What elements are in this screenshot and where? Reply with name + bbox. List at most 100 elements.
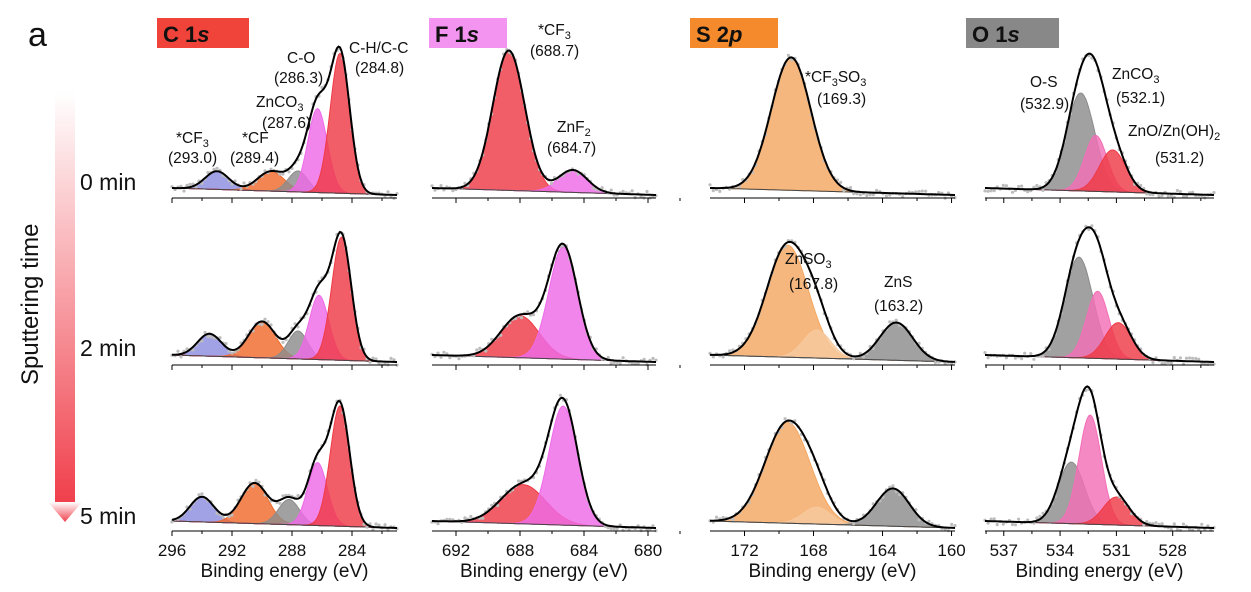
- fitted-envelope: [985, 52, 1214, 196]
- fitted-envelope: [432, 242, 656, 363]
- data-point: [1004, 184, 1009, 188]
- data-point: [865, 193, 869, 198]
- data-point: [1160, 361, 1164, 366]
- data-point: [197, 493, 201, 497]
- data-point: [224, 342, 228, 346]
- x-axis-title: Binding energy (eV): [749, 561, 917, 582]
- data-point: [188, 182, 192, 186]
- panel-f-1s: F 1s 692 688 684 680 Binding energy (eV): [429, 18, 681, 582]
- data-point: [609, 188, 613, 192]
- data-point: [630, 189, 634, 193]
- data-point: [591, 186, 595, 190]
- data-point: [278, 172, 282, 176]
- x-axis-title: Binding energy (eV): [1016, 561, 1184, 582]
- data-point: [1154, 521, 1158, 525]
- data-point: [612, 360, 616, 365]
- spectrum-o-1s-2-min: [983, 224, 1216, 370]
- data-point: [852, 192, 856, 196]
- spectrum-s-2p-5-min: [708, 417, 987, 536]
- peak-label-s-znso3: ZnSO3 (167.8): [785, 251, 838, 293]
- tick-label-172: 172: [730, 541, 758, 560]
- fitted-envelope: [985, 385, 1214, 529]
- data-point: [1184, 194, 1189, 198]
- fitted-envelope: [432, 49, 656, 196]
- data-point: [1172, 356, 1176, 360]
- fitted-envelope: [171, 399, 397, 529]
- data-point: [1197, 357, 1201, 361]
- data-point: [230, 182, 234, 186]
- data-point: [950, 522, 954, 527]
- data-point: [992, 189, 996, 193]
- data-point: [600, 186, 604, 190]
- tick-label-292: 292: [218, 541, 246, 560]
- data-point: [1090, 224, 1094, 228]
- svg-text:*CF3: *CF3: [538, 22, 571, 42]
- data-point: [1041, 511, 1045, 515]
- data-point: [868, 193, 872, 197]
- data-point: [386, 190, 390, 194]
- data-point: [1041, 354, 1045, 358]
- svg-text:(163.2): (163.2): [874, 298, 923, 315]
- panel-header-box: [690, 18, 778, 48]
- data-point: [448, 356, 452, 360]
- data-point: [1041, 188, 1045, 192]
- peak-label-c-ch: C-H/C-C (284.8): [349, 40, 408, 77]
- data-point: [615, 527, 619, 531]
- data-point: [239, 187, 243, 191]
- data-point: [392, 358, 396, 362]
- data-point: [368, 522, 372, 526]
- data-point: [191, 348, 195, 352]
- tick-label-296: 296: [158, 541, 186, 560]
- data-point: [721, 515, 725, 520]
- svg-text:ZnCO3: ZnCO3: [256, 94, 303, 114]
- data-point: [278, 501, 282, 505]
- data-point: [200, 181, 204, 185]
- data-point: [218, 336, 222, 340]
- data-point: [1206, 524, 1210, 528]
- data-point: [215, 166, 219, 170]
- fitted-envelope: [710, 419, 956, 529]
- data-point: [176, 349, 180, 353]
- svg-text:(531.2): (531.2): [1155, 150, 1204, 167]
- data-point: [227, 514, 231, 519]
- baseline: [710, 354, 955, 363]
- data-point: [1206, 362, 1210, 366]
- data-point: [383, 523, 387, 527]
- peak-label-f-cf3: *CF3 (688.7): [530, 22, 579, 60]
- peak-label-o-zno: ZnO/Zn(OH)2 (531.2): [1128, 123, 1220, 167]
- svg-text:(287.6): (287.6): [262, 115, 311, 132]
- data-point: [875, 188, 879, 192]
- data-point: [457, 357, 461, 361]
- peak-label-o-znco3: ZnCO3 (532.1): [1112, 66, 1165, 107]
- svg-text:O-S: O-S: [1030, 74, 1058, 91]
- svg-text:(532.1): (532.1): [1116, 90, 1165, 107]
- arrow-head: [48, 502, 82, 522]
- data-point: [206, 334, 210, 339]
- data-point: [609, 362, 613, 366]
- data-point: [917, 518, 921, 522]
- data-point: [621, 189, 625, 193]
- tick-label-537: 537: [990, 541, 1018, 560]
- data-point: [731, 517, 735, 522]
- data-point: [654, 358, 658, 362]
- svg-text:C-H/C-C: C-H/C-C: [349, 40, 408, 57]
- data-point: [371, 528, 375, 532]
- data-point: [1145, 192, 1149, 196]
- baseline: [710, 520, 955, 529]
- peak-label-s-cf3so3: *CF3SO3 (169.3): [805, 69, 866, 108]
- svg-text:ZnF2: ZnF2: [557, 119, 591, 139]
- time-label-5: 5 min: [80, 503, 136, 529]
- data-point: [891, 484, 895, 488]
- peak-f4a761: [709, 422, 955, 529]
- spectrum-c-1s-0-min: [170, 45, 399, 203]
- baseline: [172, 354, 397, 363]
- svg-text:(167.8): (167.8): [789, 276, 838, 293]
- fitted-envelope: [710, 240, 955, 363]
- spectrum-o-1s-0-min: [983, 52, 1216, 203]
- peak-label-f-znf2: ZnF2 (684.7): [547, 119, 596, 157]
- data-point: [185, 183, 189, 187]
- data-point: [1188, 527, 1192, 531]
- data-point: [179, 355, 183, 359]
